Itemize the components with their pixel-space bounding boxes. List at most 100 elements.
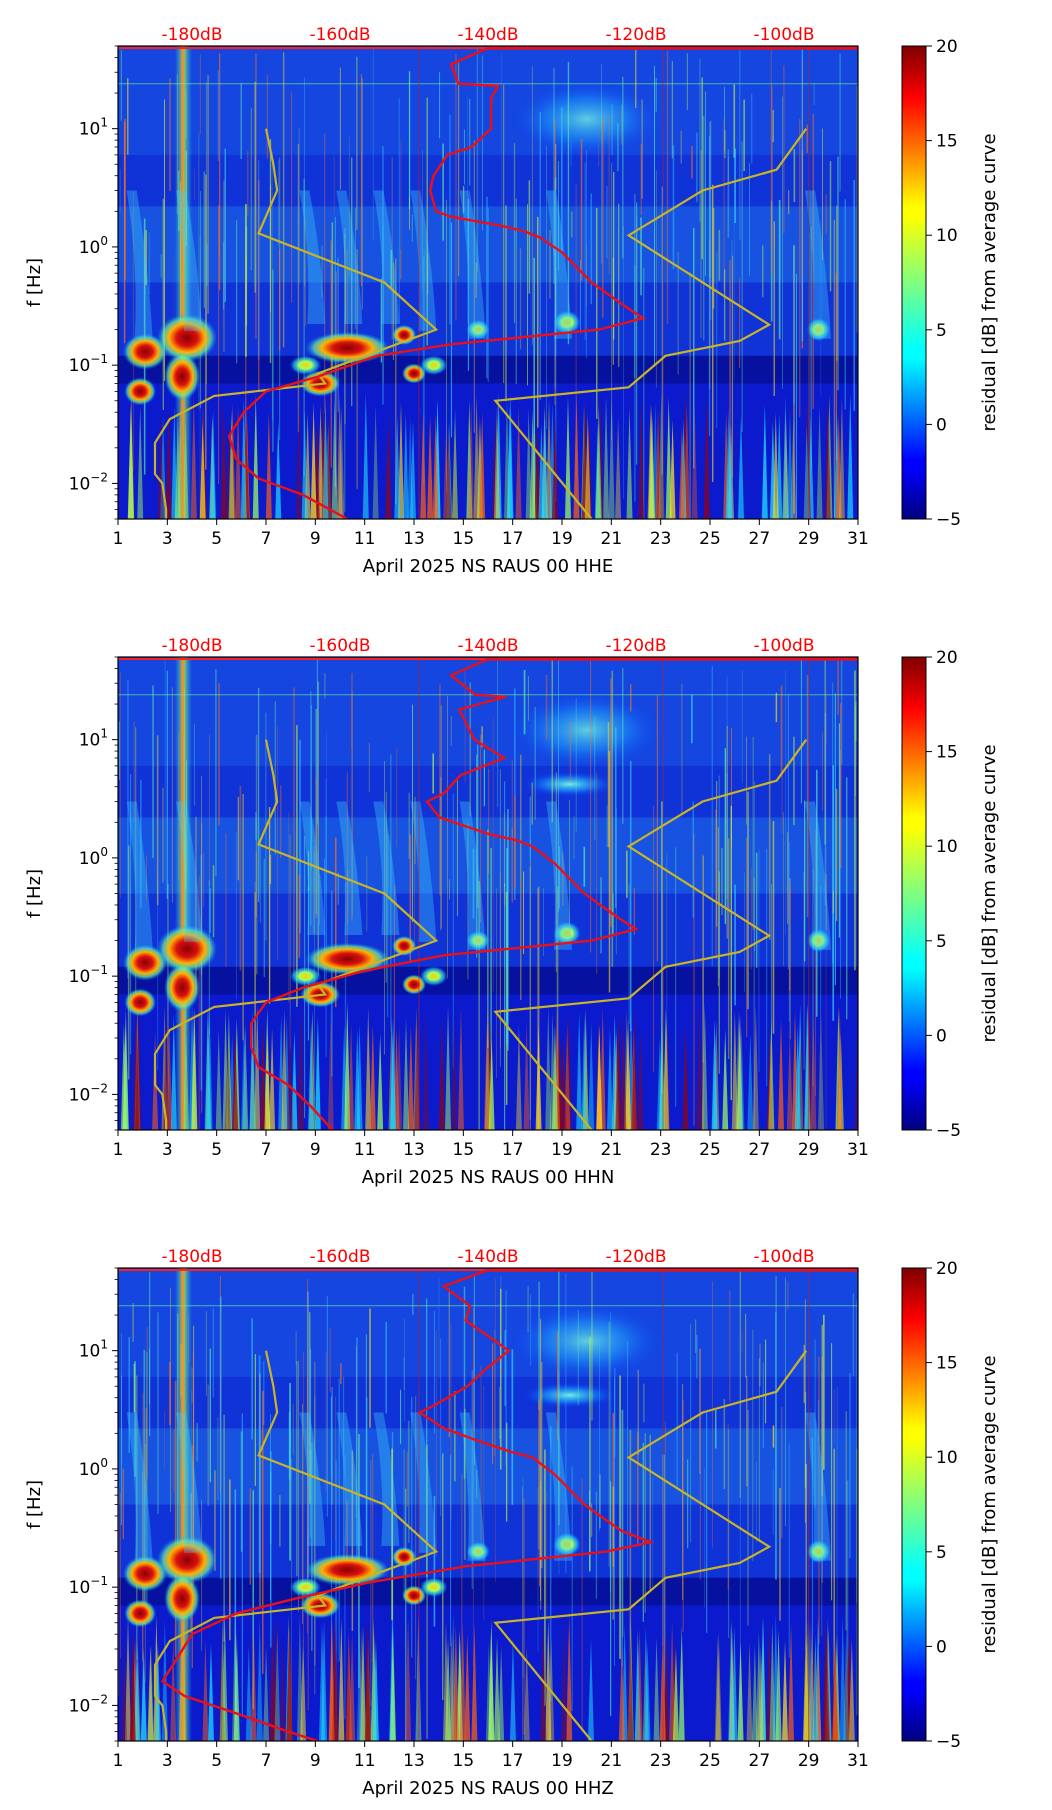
lowfreq-spike [722,1029,729,1130]
colorbar-gradient [901,656,927,1131]
lowfreq-spike [222,1008,229,1130]
dispersion-plume [546,190,572,339]
lowfreq-spike [494,403,501,519]
lowfreq-spike [121,1640,128,1741]
lowfreq-spike [372,1640,379,1741]
lowfreq-spike [364,1620,371,1741]
microseism-storm-blob [157,924,218,973]
dispersion-plume [410,801,437,942]
colorbar: 20 15 10 5 0 −5 residual [dB] from average cur… [901,1259,1000,1752]
x-tick-label: 23 [650,529,672,549]
y-tick-exponent: −2 [90,470,108,484]
lowfreq-spike [637,1029,644,1130]
lowfreq-spike [790,419,797,519]
lowfreq-spike [822,1616,829,1741]
db-scale-label: -140dB [457,1247,518,1267]
lowfreq-spike [506,401,513,519]
x-tick-label: 25 [699,529,721,549]
colorbar-tick-label: 15 [936,1354,958,1374]
lowfreq-spike [365,1007,372,1130]
x-tick-label: 31 [847,1140,869,1160]
lowfreq-spike [133,1007,140,1130]
y-tick-base: 10 [69,474,91,494]
microseism-storm-blob [164,963,201,1012]
x-tick-label: 27 [749,1751,771,1771]
lowfreq-spike [715,1631,722,1741]
lowfreq-spike [377,1034,384,1130]
lowfreq-spike [445,426,452,519]
microseism-event-blob [419,966,448,987]
y-tick-label: 100 [79,1456,108,1480]
lowfreq-spike [824,393,831,519]
plot-area [118,657,858,1130]
lowfreq-spike [256,1617,263,1741]
microseism-storm-blob [402,363,426,384]
x-axis-label: April 2025 NS RAUS 00 HHN [362,1167,615,1188]
lowfreq-spike [224,1033,231,1130]
y-tick-base: 10 [69,1696,91,1716]
lowfreq-spike [775,1629,782,1741]
lowfreq-spike [642,1626,649,1741]
lowfreq-spike [360,1625,367,1741]
lowfreq-spike [336,393,343,519]
lowfreq-spike [746,1641,753,1741]
lowfreq-spike [669,1620,676,1741]
lowfreq-spike [494,1636,501,1741]
x-tick-label: 25 [699,1140,721,1160]
lowfreq-spike [634,1629,641,1741]
colorbar-tick-label: 10 [936,226,958,246]
lowfreq-spike [726,420,733,519]
microseism-event-blob [466,930,491,951]
lowfreq-spike [163,1015,170,1130]
lowfreq-spike [464,1633,471,1741]
colorbar: 20 15 10 5 0 −5 residual [dB] from average cur… [901,37,1000,530]
lowfreq-spike [488,1037,495,1130]
x-tick-label: 29 [798,1751,820,1771]
colorbar-tick-label: 10 [936,1448,958,1468]
lowfreq-spike [410,420,417,519]
lowfreq-spike [204,1008,211,1130]
lowfreq-spike [731,1625,738,1741]
y-tick-label: 101 [79,727,108,751]
lowfreq-spike [210,409,217,519]
y-tick-base: 10 [69,967,91,987]
x-tick-label: 1 [113,1140,124,1160]
median-psd-curve [227,47,647,519]
lowfreq-spike [656,408,663,519]
x-tick-label: 17 [502,1140,524,1160]
lowfreq-spike [286,1614,293,1741]
x-tick-label: 17 [502,1751,524,1771]
dispersion-plume [299,1412,326,1546]
dispersion-plume [410,190,437,331]
x-tick-label: 9 [310,529,321,549]
lowfreq-spike [653,1636,660,1741]
lowfreq-spike [638,399,645,519]
lowfreq-spike [839,1616,846,1741]
heatmap-high-band [118,657,858,766]
lowfreq-spike [618,1644,625,1741]
microseism-storm-blob [123,333,168,370]
db-scale-label: -120dB [605,636,666,656]
lowfreq-spike [133,1644,140,1741]
microseism-event-blob [289,966,322,987]
lowfreq-spike [747,1033,754,1130]
x-tick-label: 3 [162,1140,173,1160]
lowfreq-spike [794,1025,801,1130]
lowfreq-spike [220,400,227,519]
y-tick-base: 10 [79,1460,101,1480]
lowfreq-spike [504,397,511,519]
x-tick-label: 13 [403,1751,425,1771]
x-tick-label: 19 [551,1751,573,1771]
lowfreq-spike [625,1019,632,1130]
lowfreq-spike [802,1621,809,1741]
microseism-storm-blob [124,988,157,1017]
lowfreq-spike [626,407,633,519]
lowfreq-spike [249,1027,256,1130]
y-tick-base: 10 [79,1342,101,1362]
x-tick-label: 7 [261,1140,272,1160]
lowfreq-spike [322,398,329,519]
lowfreq-spike [356,1024,363,1130]
lowfreq-spike [269,1028,276,1130]
heatmap-quiet-band [118,1577,858,1606]
